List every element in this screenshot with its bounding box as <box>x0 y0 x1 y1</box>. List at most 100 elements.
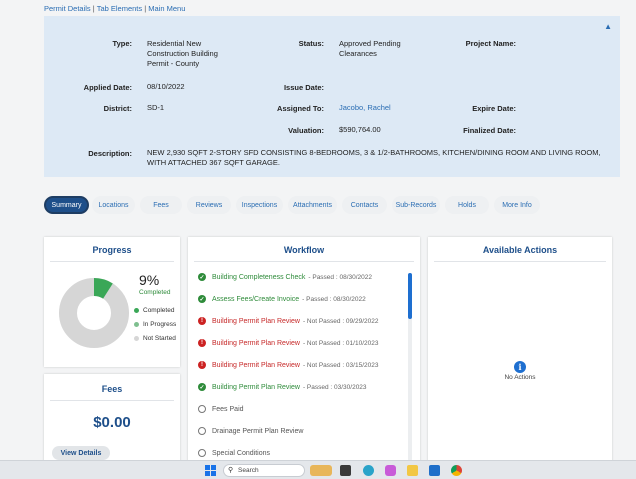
permit-details-panel: ▲ Type: Residential New Construction Bui… <box>44 16 620 177</box>
copilot-icon[interactable] <box>385 465 396 476</box>
workflow-scroll-thumb[interactable] <box>408 273 412 319</box>
valuation-value: $590,764.00 <box>339 125 381 134</box>
permit-details-link[interactable]: Permit Details <box>44 4 91 13</box>
workflow-item-status: - Passed : 03/30/2023 <box>302 383 367 391</box>
workflow-title: Workflow <box>283 245 325 255</box>
workflow-item[interactable]: ✓ Assess Fees/Create Invoice - Passed : 08… <box>198 295 366 303</box>
progress-panel: Progress 9% Completed Completed In Progr… <box>44 237 180 367</box>
workflow-item-name: Building Completeness Check <box>212 273 306 281</box>
type-label: Type: <box>112 39 132 48</box>
tab-locations[interactable]: Locations <box>92 196 135 214</box>
workflow-panel: Workflow ✓ Building Completeness Check - P… <box>188 237 420 464</box>
workflow-item[interactable]: ! Building Permit Plan Review - Not Passed… <box>198 317 378 325</box>
applied-date-value: 08/10/2022 <box>147 82 185 91</box>
legend-in-progress: In Progress <box>134 321 176 328</box>
workflow-item-name: Building Permit Plan Review <box>212 339 300 347</box>
file-explorer-icon[interactable] <box>407 465 418 476</box>
workflow-item-status: - Not Passed : 03/15/2023 <box>302 361 379 369</box>
fees-panel: Fees $0.00 View Details <box>44 374 180 464</box>
check-circle-icon: ✓ <box>198 295 206 303</box>
workflow-item-name: Building Permit Plan Review <box>212 317 300 325</box>
workflow-item-name: Building Permit Plan Review <box>212 383 300 391</box>
workflow-item-status: - Not Passed : 01/10/2023 <box>302 339 379 347</box>
district-value: SD-1 <box>147 103 165 112</box>
workflow-item[interactable]: ✓ Building Permit Plan Review - Passed : 0… <box>198 383 367 391</box>
workflow-item-name: Special Conditions <box>212 449 270 457</box>
check-circle-icon: ✓ <box>198 273 206 281</box>
tab-contacts[interactable]: Contacts <box>342 196 387 214</box>
available-actions-title: Available Actions <box>482 245 558 255</box>
alert-circle-icon: ! <box>198 339 206 347</box>
no-actions-text: No Actions <box>504 374 536 381</box>
workflow-item[interactable]: Special Conditions <box>198 449 270 457</box>
fees-title: Fees <box>101 384 123 394</box>
tab-more-info[interactable]: More Info <box>494 196 540 214</box>
windows-start-icon[interactable] <box>205 465 216 476</box>
nav-separator: | <box>92 4 95 13</box>
tab-reviews[interactable]: Reviews <box>187 196 231 214</box>
district-label: District: <box>103 104 132 113</box>
view-details-button[interactable]: View Details <box>52 446 110 460</box>
progress-title: Progress <box>92 245 132 255</box>
type-value: Residential New Construction Building Pe… <box>147 39 218 68</box>
tab-attachments[interactable]: Attachments <box>288 196 337 214</box>
workflow-item-name: Building Permit Plan Review <box>212 361 300 369</box>
description-label: Description: <box>88 149 132 158</box>
workflow-item-status: - Passed : 08/30/2022 <box>308 273 372 281</box>
search-highlight-icon[interactable] <box>310 465 332 476</box>
valuation-label: Valuation: <box>288 126 324 135</box>
status-value: Approved Pending Clearances <box>339 39 401 58</box>
fees-amount: $0.00 <box>93 414 131 431</box>
workflow-item[interactable]: ! Building Permit Plan Review - Not Passed… <box>198 339 378 347</box>
alert-circle-icon: ! <box>198 361 206 369</box>
tab-fees[interactable]: Fees <box>140 196 182 214</box>
workflow-item[interactable]: Drainage Permit Plan Review <box>198 427 303 435</box>
workflow-item-status: - Passed : 08/30/2022 <box>302 295 366 303</box>
alert-circle-icon: ! <box>198 317 206 325</box>
workflow-item-status: - Not Passed : 09/29/2022 <box>302 317 379 325</box>
search-icon: ⚲ <box>228 467 234 474</box>
tab-sub-records[interactable]: Sub-Records <box>392 196 440 214</box>
edge-browser-icon[interactable] <box>363 465 374 476</box>
issue-date-label: Issue Date: <box>283 83 324 92</box>
workflow-item[interactable]: Fees Paid <box>198 405 244 413</box>
progress-donut-chart <box>59 278 129 348</box>
legend-completed: Completed <box>134 307 174 314</box>
task-view-icon[interactable] <box>340 465 351 476</box>
legend-not-started: Not Started <box>134 335 176 342</box>
nav-separator: | <box>144 4 147 13</box>
workflow-scrollbar[interactable] <box>408 273 412 461</box>
check-circle-icon: ✓ <box>198 383 206 391</box>
expire-date-label: Expire Date: <box>472 104 516 113</box>
assigned-to-label: Assigned To: <box>277 104 324 113</box>
finalized-date-label: Finalized Date: <box>463 126 516 135</box>
workflow-item-name: Fees Paid <box>212 405 244 413</box>
available-actions-panel: Available Actions i No Actions <box>428 237 612 464</box>
applied-date-label: Applied Date: <box>83 83 132 92</box>
empty-circle-icon <box>198 449 206 457</box>
windows-taskbar: ⚲ Search <box>0 460 636 479</box>
progress-percent: 9% <box>139 272 160 288</box>
progress-completed-label: Completed <box>139 289 171 296</box>
status-label: Status: <box>298 39 324 48</box>
tab-holds[interactable]: Holds <box>445 196 489 214</box>
chrome-icon[interactable] <box>451 465 462 476</box>
workflow-item-name: Assess Fees/Create Invoice <box>212 295 300 303</box>
tab-inspections[interactable]: Inspections <box>236 196 283 214</box>
store-icon[interactable] <box>429 465 440 476</box>
main-menu-link[interactable]: Main Menu <box>148 4 186 13</box>
empty-circle-icon <box>198 405 206 413</box>
info-icon: i <box>514 361 526 373</box>
donut-completed <box>59 278 129 348</box>
tab-elements-link[interactable]: Tab Elements <box>96 4 143 13</box>
chevron-up-icon[interactable]: ▲ <box>604 22 612 31</box>
tab-bar: Summary Locations Fees Reviews Inspectio… <box>44 196 634 216</box>
tab-summary[interactable]: Summary <box>44 196 89 214</box>
description-value: NEW 2,930 SQFT 2-STORY SFD CONSISTING 8-… <box>147 148 601 167</box>
workflow-item[interactable]: ✓ Building Completeness Check - Passed : 0… <box>198 273 372 281</box>
top-navigation: Permit Details | Tab Elements | Main Men… <box>44 4 185 13</box>
assigned-to-link[interactable]: Jacobo, Rachel <box>339 103 391 112</box>
workflow-item-name: Drainage Permit Plan Review <box>212 427 304 435</box>
workflow-item[interactable]: ! Building Permit Plan Review - Not Passed… <box>198 361 378 369</box>
taskbar-search-box[interactable]: ⚲ Search <box>223 464 305 477</box>
